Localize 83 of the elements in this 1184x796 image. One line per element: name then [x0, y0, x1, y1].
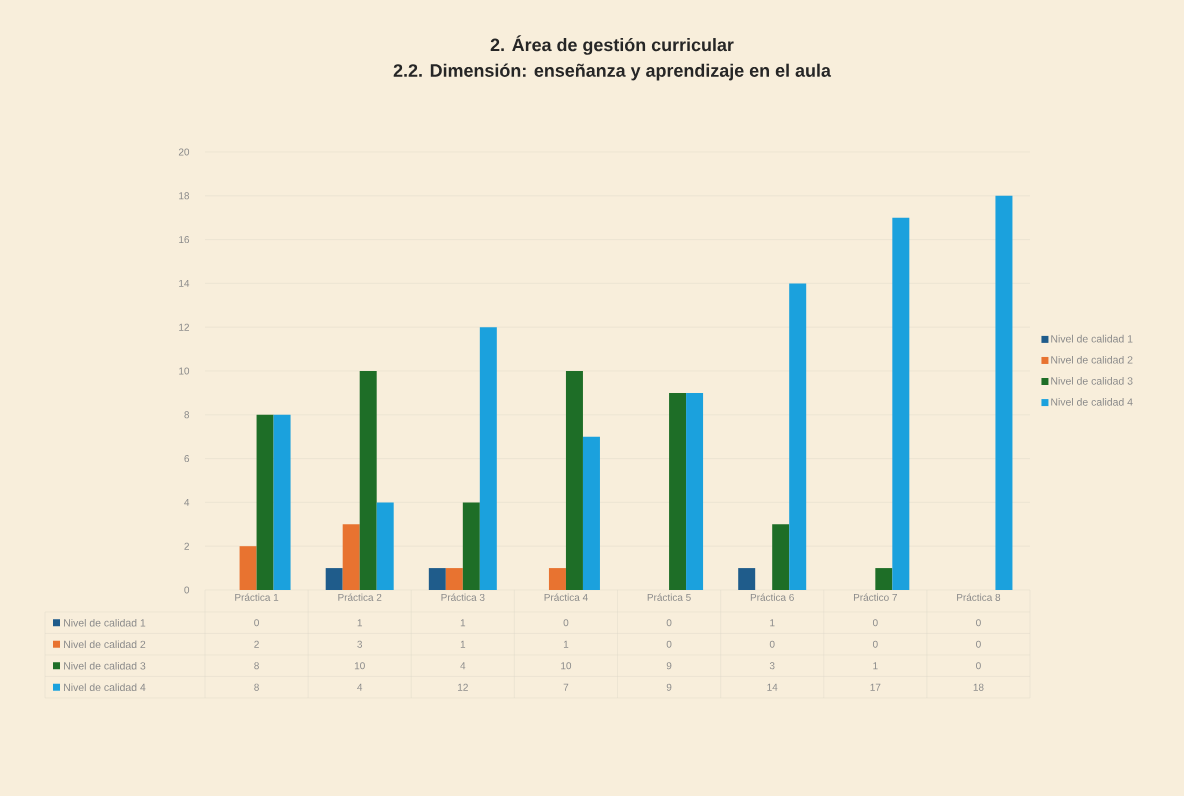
bar: [428, 568, 446, 590]
chart-title: 2. Área de gestión curricular: [490, 35, 734, 55]
bar: [445, 568, 463, 590]
bar: [772, 524, 790, 590]
y-tick-label: 20: [178, 148, 190, 156]
text: Nivel de calidad 1: [1051, 334, 1133, 343]
data-label: 7: [563, 683, 569, 691]
data-label: 0: [976, 640, 981, 648]
y-tick-label: 16: [179, 236, 190, 244]
bar: [239, 546, 257, 590]
data-label: 0: [872, 619, 878, 627]
bar: [669, 392, 687, 590]
text: Nivel de calidad 2: [1051, 355, 1133, 364]
y-tick-label: 2: [184, 542, 189, 550]
bar: [325, 568, 343, 590]
x-tick-label: Práctica 4: [544, 593, 588, 601]
y-tick-label: 6: [184, 455, 190, 463]
data-label: 1: [873, 662, 878, 670]
data-label: 4: [460, 662, 466, 670]
bar: [359, 370, 377, 590]
text: Nivel de calidad 4: [64, 683, 146, 692]
data-label: 9: [666, 683, 672, 691]
data-label: 8: [254, 683, 259, 691]
data-label: 0: [769, 640, 775, 648]
data-label: 0: [666, 640, 672, 648]
bar: [273, 414, 291, 590]
data-label: 18: [973, 683, 984, 691]
y-tick-label: 12: [179, 323, 189, 331]
y-tick-label: 0: [184, 586, 190, 594]
bar: [995, 195, 1013, 590]
x-tick-label: Práctica 3: [441, 593, 485, 601]
text: Nivel de calidad 3: [1051, 376, 1133, 385]
legend-label: Nivel de calidad 4: [1051, 398, 1133, 406]
y-tick-label: 18: [179, 192, 190, 200]
bar: [789, 283, 807, 590]
bar: [548, 568, 566, 590]
data-label: 1: [770, 619, 775, 627]
y-tick-label: 14: [179, 279, 190, 287]
bar: [376, 502, 394, 590]
data-label: 3: [769, 662, 775, 670]
bar: [738, 568, 756, 590]
data-label: 9: [666, 662, 672, 670]
data-label: 0: [666, 619, 672, 627]
x-tick-label: Práctica 1: [235, 593, 279, 601]
bar: [256, 414, 274, 590]
y-tick-label: 10: [179, 367, 190, 375]
bar: [479, 327, 497, 590]
data-label: 0: [976, 662, 981, 670]
legend-label: Nivel de calidad 2: [64, 640, 146, 649]
legend-label: Nivel de calidad 1: [64, 618, 146, 627]
bar: [892, 217, 910, 590]
data-label: 3: [357, 640, 363, 648]
bar: [686, 392, 704, 590]
data-label: 1: [563, 640, 569, 648]
y-tick-label: 8: [184, 411, 190, 419]
legend-label: Nivel de calidad 3: [64, 661, 146, 670]
data-label: 2: [254, 640, 259, 648]
data-label: 8: [254, 662, 259, 670]
x-tick-label: Práctica 5: [647, 593, 691, 601]
data-label: 10: [354, 662, 365, 670]
x-tick-label: Práctica 8: [957, 593, 1001, 601]
data-label: 0: [872, 640, 878, 648]
data-label: 1: [460, 619, 466, 627]
chart-subtitle: 2.2. Dimensión: enseñanza y aprendizaje en el aula: [393, 63, 832, 81]
bar: [875, 568, 893, 590]
data-label: 0: [563, 619, 569, 627]
data-label: 1: [460, 640, 466, 648]
data-label: 4: [357, 683, 363, 691]
x-tick-label: Práctica 2: [338, 593, 382, 601]
data-label: 10: [561, 662, 572, 670]
bar: [342, 524, 360, 590]
data-label: 12: [458, 683, 468, 691]
bar: [462, 502, 480, 590]
data-label: 1: [357, 619, 362, 627]
data-label: 14: [767, 683, 778, 691]
x-tick-label: Práctica 6: [750, 593, 794, 601]
bar: [565, 370, 583, 590]
data-label: 0: [254, 619, 259, 627]
y-tick-label: 4: [184, 498, 190, 506]
data-label: 17: [870, 683, 881, 691]
data-label: 0: [976, 619, 981, 627]
bar: [582, 436, 600, 590]
x-tick-label: Práctico 7: [853, 593, 897, 601]
